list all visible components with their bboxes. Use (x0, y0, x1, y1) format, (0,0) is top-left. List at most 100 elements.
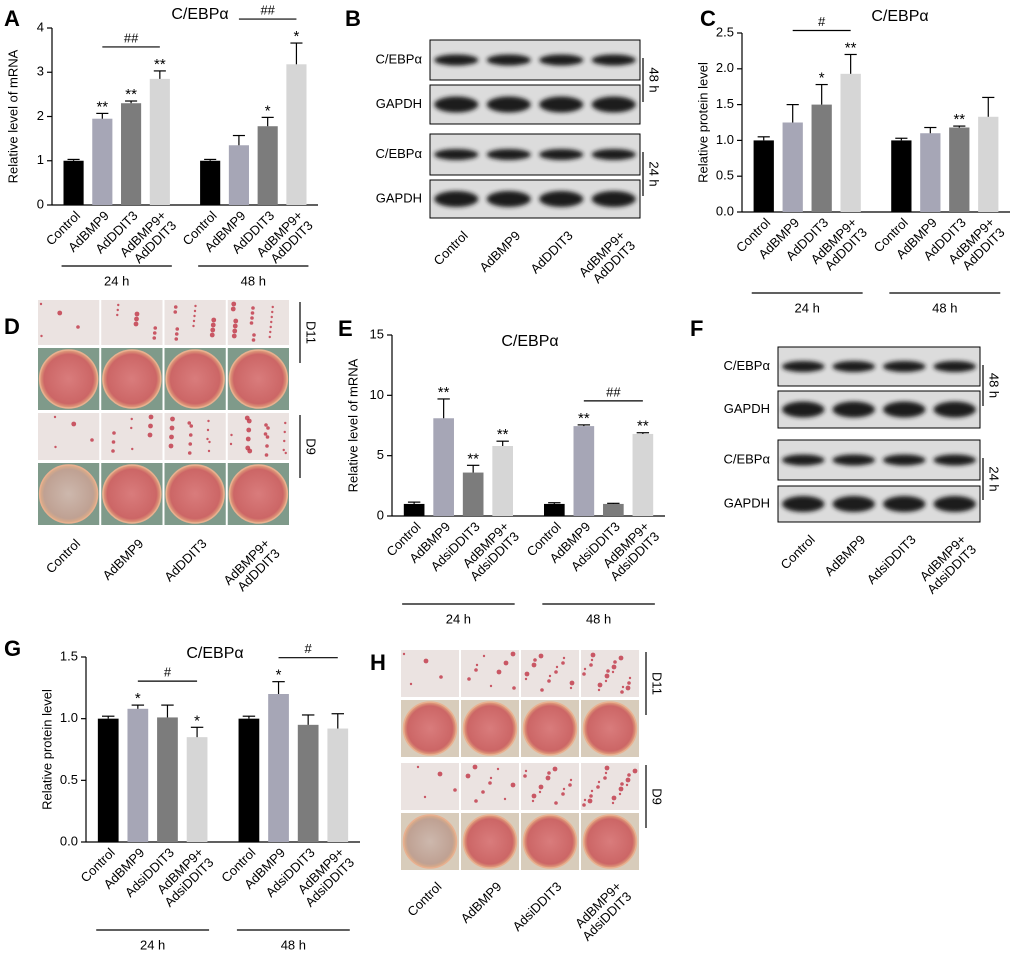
blot-band (486, 96, 531, 113)
stain-dot (131, 447, 134, 451)
stain-dot (269, 325, 272, 329)
stain-dot (531, 793, 537, 799)
stain-dot (173, 305, 178, 309)
y-tick-label: 2.5 (716, 24, 734, 39)
stain-dot (524, 677, 528, 681)
stain-dot (116, 313, 119, 317)
stain-dot (523, 774, 527, 778)
y-tick-label: 0.0 (60, 833, 78, 848)
stain-dot (465, 773, 471, 779)
stain-dot (621, 685, 625, 689)
stain-dot (265, 435, 270, 439)
stain-dot (613, 660, 617, 664)
stain-dot (270, 315, 273, 319)
stain-dot (264, 453, 269, 457)
stain-dot (503, 660, 509, 666)
culture-dish (228, 464, 289, 524)
bar (978, 116, 999, 212)
bar (97, 718, 119, 842)
stain-dot (554, 801, 558, 805)
comparison-label: ## (124, 30, 139, 45)
lane-label: AdBMP9+AdsiDDIT3 (914, 532, 979, 597)
lane-label: AdDDIT3 (527, 228, 575, 276)
blot-row-label: GAPDH (376, 190, 422, 205)
group-label: 24 h (446, 611, 471, 626)
comparison-label: ## (606, 384, 621, 399)
stain-dot (472, 764, 478, 770)
stain-dot (548, 674, 552, 678)
chart-title: C/EBPα (171, 6, 228, 23)
stain-dot (489, 684, 493, 688)
blot-band (832, 454, 875, 466)
blot-band (883, 454, 926, 466)
y-tick-label: 1.5 (716, 96, 734, 111)
bar (433, 418, 454, 516)
stain-dot (627, 681, 631, 685)
significance-mark: ** (96, 98, 108, 115)
stain-dot (439, 675, 443, 679)
stain-dot (116, 308, 119, 312)
lane-label: AdDDIT3 (161, 536, 209, 584)
stain-dot (603, 776, 607, 780)
bar (573, 426, 595, 516)
blot-band (933, 454, 976, 466)
stain-dot (271, 310, 274, 314)
stain-dot (189, 424, 194, 428)
bar (92, 118, 113, 205)
stain-dot (510, 651, 516, 657)
stain-dot (620, 690, 624, 694)
comparison-label: # (818, 14, 826, 29)
y-tick-label: 10 (370, 387, 384, 402)
stain-dot (168, 443, 174, 449)
stain-dot (112, 431, 116, 435)
y-tick-label: 0.5 (716, 168, 734, 183)
bar (200, 160, 221, 205)
group-label: 48 h (586, 611, 611, 626)
significance-mark: ** (845, 39, 857, 56)
blot-band (539, 191, 584, 207)
stain-dot (552, 766, 558, 772)
y-tick-label: 1.5 (60, 648, 78, 663)
significance-mark: ** (467, 450, 479, 467)
stain-dot (489, 776, 493, 780)
stain-dot (206, 428, 210, 432)
stain-dot (194, 304, 197, 308)
y-tick-label: 2 (37, 108, 44, 123)
time-label: 24 h (987, 466, 1002, 491)
blot-band (782, 361, 825, 372)
micrograph (38, 300, 100, 345)
blot-band (933, 401, 976, 418)
stain-dot (208, 440, 211, 444)
day-label: D11 (304, 321, 319, 344)
blot-band (782, 496, 825, 512)
panel-letter: F (690, 316, 703, 341)
stain-dot (270, 320, 273, 324)
stain-dot (611, 670, 615, 674)
stain-dot (193, 309, 197, 313)
panel-letter: D (4, 314, 20, 339)
day-label: D9 (650, 788, 665, 805)
stain-dot (604, 771, 608, 775)
culture-dish (402, 814, 458, 869)
stain-dot (170, 416, 175, 422)
blot-band (486, 149, 531, 160)
stain-dot (618, 655, 624, 661)
culture-dish (462, 814, 518, 869)
stain-dot (152, 336, 157, 340)
bar (238, 718, 260, 842)
lane-label: AdsiDDIT3 (864, 532, 919, 587)
micrograph (38, 413, 100, 460)
stain-dot (148, 423, 153, 429)
culture-dish (228, 349, 289, 409)
bar (462, 472, 484, 516)
stain-dot (611, 795, 617, 801)
panel-letter: C (700, 6, 716, 31)
stain-dot (512, 686, 516, 690)
stain-dot (531, 662, 537, 668)
lane-label: AdBMP9 (100, 536, 147, 583)
bar (149, 78, 170, 205)
blot-band (883, 361, 926, 372)
stain-dot (482, 654, 486, 658)
stain-dot (153, 326, 158, 330)
